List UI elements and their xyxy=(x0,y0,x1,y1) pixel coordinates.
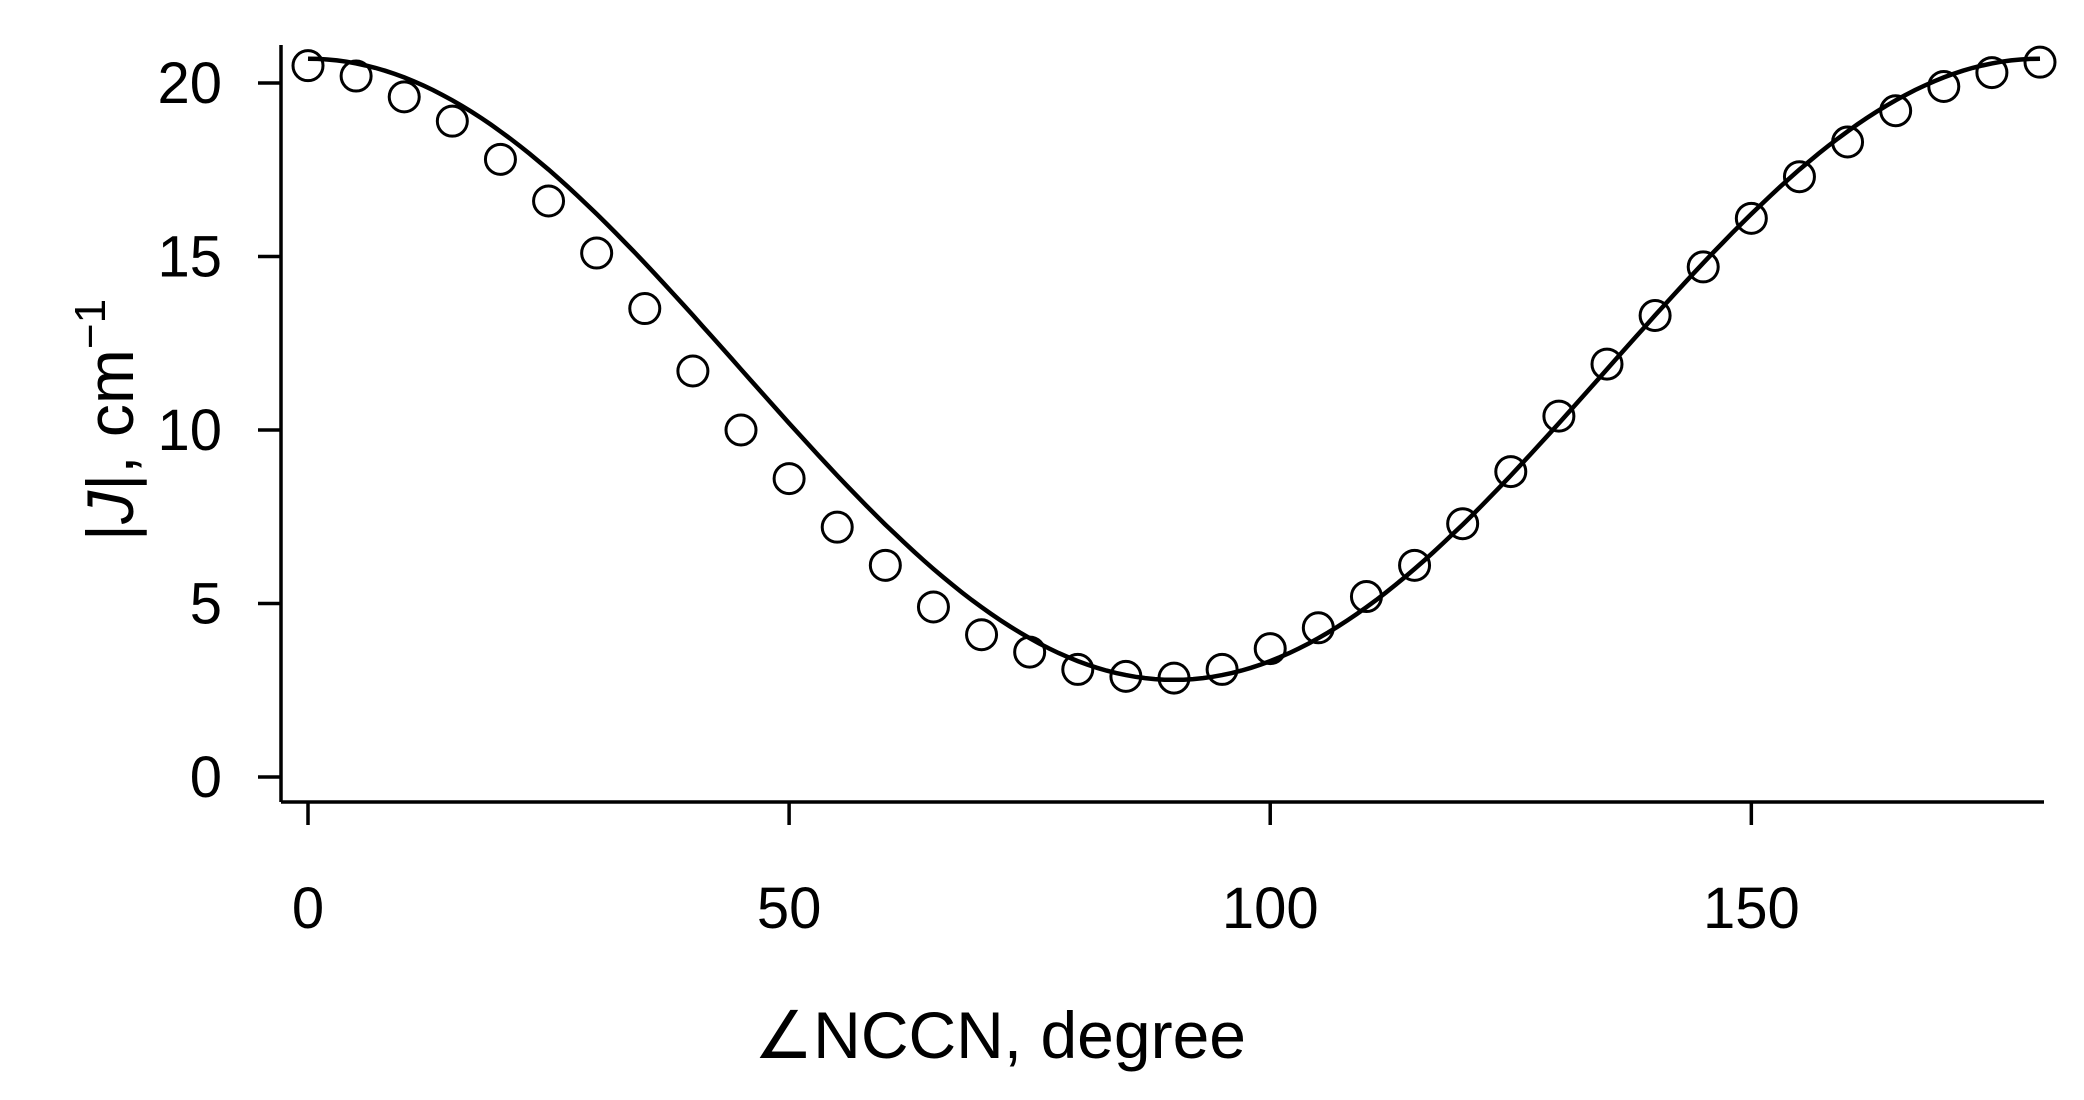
y-axis-title-open-bar: | xyxy=(73,524,147,541)
data-point xyxy=(1398,548,1432,582)
y-tick-label: 15 xyxy=(157,225,222,290)
data-point xyxy=(580,236,614,270)
data-point xyxy=(387,80,421,114)
data-point xyxy=(1975,56,2009,90)
data-point xyxy=(339,59,373,93)
data-point xyxy=(676,354,710,388)
x-ticks: 0 50 100 150 xyxy=(292,802,1800,941)
data-point xyxy=(1831,125,1865,159)
data-point xyxy=(2023,45,2057,79)
data-point xyxy=(772,462,806,496)
data-point xyxy=(1205,652,1239,686)
x-axis-title: ∠NCCN, degree xyxy=(754,998,1246,1072)
data-point xyxy=(1253,632,1287,666)
y-axis-title: |J|, cm−1 xyxy=(66,299,147,541)
data-point xyxy=(1349,580,1383,614)
x-tick-label: 150 xyxy=(1703,876,1800,941)
y-axis-title-unit: , cm xyxy=(73,349,147,474)
x-tick-label: 100 xyxy=(1222,876,1319,941)
data-point xyxy=(724,413,758,447)
data-point xyxy=(916,590,950,624)
x-tick-label: 50 xyxy=(757,876,822,941)
y-tick-label: 10 xyxy=(157,398,222,463)
data-point xyxy=(1686,250,1720,284)
data-point xyxy=(1638,298,1672,332)
y-tick-label: 5 xyxy=(190,572,222,637)
x-tick-label: 0 xyxy=(292,876,324,941)
data-point xyxy=(1542,399,1576,433)
fit-curve xyxy=(307,56,2041,683)
data-point xyxy=(483,142,517,176)
data-points xyxy=(291,45,2057,695)
data-point xyxy=(291,49,325,83)
y-tick-label: 0 xyxy=(190,745,222,810)
data-point xyxy=(1013,635,1047,669)
data-point xyxy=(1157,661,1191,695)
data-point xyxy=(965,618,999,652)
data-point xyxy=(1879,94,1913,128)
y-axis-title-symbol: J xyxy=(73,490,147,525)
y-axis-title-superscript: −1 xyxy=(66,299,115,349)
data-point xyxy=(1301,611,1335,645)
data-point xyxy=(435,104,469,138)
data-point xyxy=(1109,659,1143,693)
y-tick-label: 20 xyxy=(157,51,222,116)
data-point xyxy=(820,510,854,544)
data-point xyxy=(1734,201,1768,235)
data-point xyxy=(868,548,902,582)
data-point xyxy=(1494,455,1528,489)
y-axis-title-close-bar: | xyxy=(73,474,147,491)
data-point xyxy=(1590,347,1624,381)
data-point xyxy=(1782,160,1816,194)
data-point xyxy=(1927,69,1961,103)
data-point xyxy=(1446,507,1480,541)
y-ticks: 0 5 10 15 20 xyxy=(157,51,281,810)
data-point xyxy=(532,184,566,218)
data-point xyxy=(1061,652,1095,686)
data-point xyxy=(628,292,662,326)
